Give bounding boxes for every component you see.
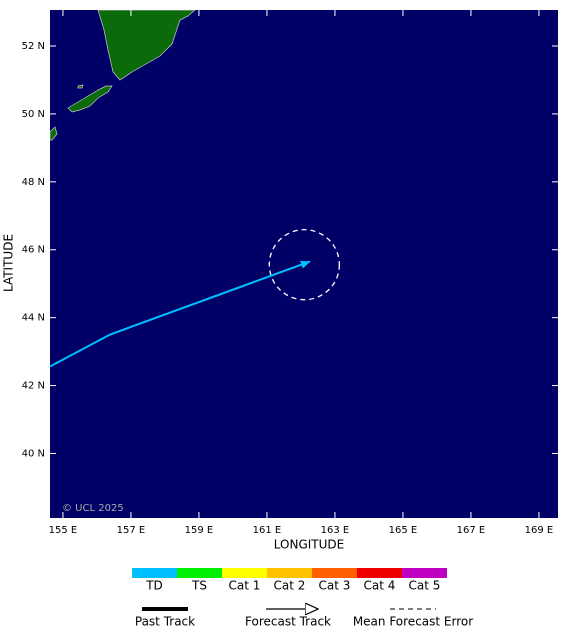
y-tick-label: 48 N (22, 177, 45, 188)
category-swatch (357, 568, 402, 578)
y-axis-label: LATITUDE (2, 234, 16, 292)
y-tick-label: 40 N (22, 448, 45, 459)
category-label: Cat 4 (364, 579, 396, 593)
category-label: Cat 5 (409, 579, 441, 593)
x-tick-label: 155 E (49, 525, 78, 536)
category-swatch (177, 568, 222, 578)
x-tick-label: 169 E (525, 525, 554, 536)
x-tick-label: 157 E (117, 525, 146, 536)
forecast-error-circle (268, 229, 341, 301)
land (50, 10, 196, 141)
legend-label: Past Track (135, 615, 195, 629)
landmass (97, 10, 196, 81)
category-label: Cat 1 (229, 579, 261, 593)
category-label: TS (191, 579, 207, 593)
category-swatch (312, 568, 357, 578)
category-label: Cat 2 (274, 579, 306, 593)
category-label: TD (145, 579, 163, 593)
y-tick-label: 52 N (22, 41, 45, 52)
island (77, 84, 84, 89)
y-tick-label: 42 N (22, 381, 45, 392)
category-swatch (132, 568, 177, 578)
category-swatch (402, 568, 447, 578)
y-tick-label: 46 N (22, 245, 45, 256)
category-label: Cat 3 (319, 579, 351, 593)
island (67, 85, 113, 113)
x-tick-label: 163 E (321, 525, 350, 536)
category-swatch (222, 568, 267, 578)
y-tick-label: 50 N (22, 109, 45, 120)
storm-track (49, 260, 311, 368)
x-tick-label: 165 E (389, 525, 418, 536)
island (50, 126, 58, 141)
legend-label: Mean Forecast Error (353, 615, 473, 629)
legend-label: Forecast Track (245, 615, 331, 629)
x-axis-label: LONGITUDE (274, 538, 344, 552)
copyright: © UCL 2025 (62, 503, 124, 514)
x-tick-label: 167 E (457, 525, 486, 536)
x-tick-label: 161 E (253, 525, 282, 536)
category-swatch (267, 568, 312, 578)
y-tick-label: 44 N (22, 313, 45, 324)
x-tick-label: 159 E (185, 525, 214, 536)
